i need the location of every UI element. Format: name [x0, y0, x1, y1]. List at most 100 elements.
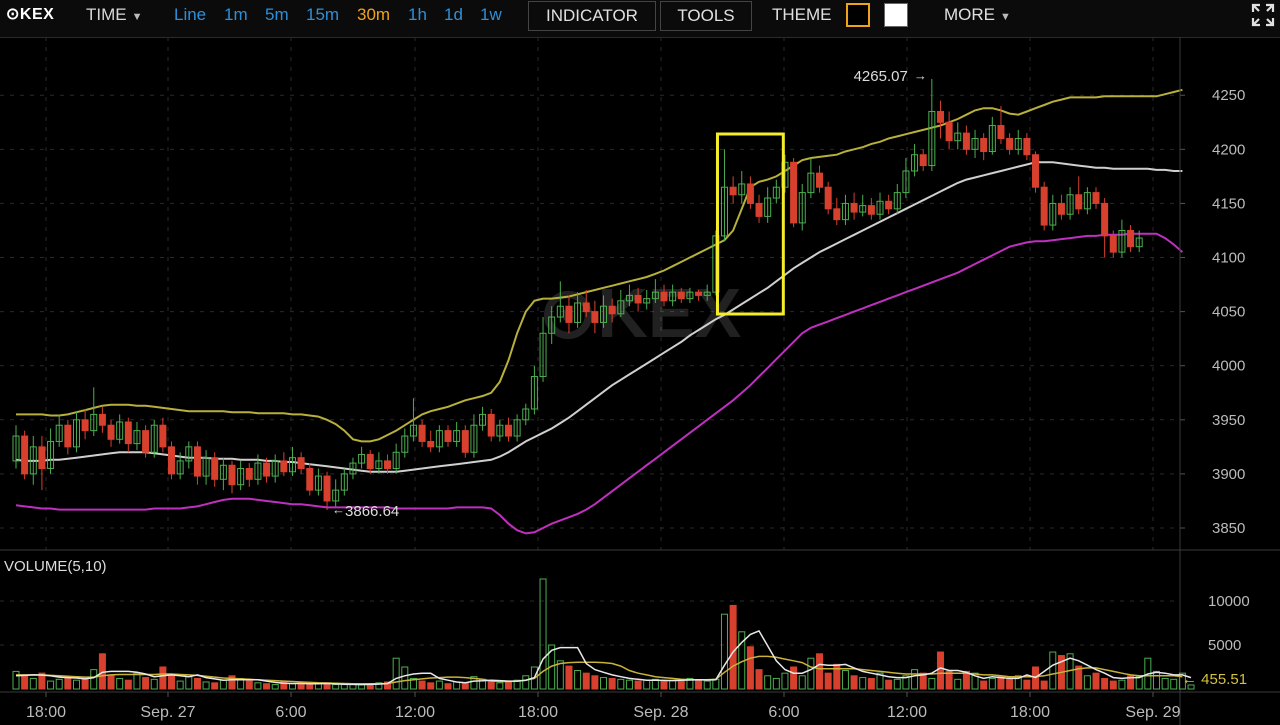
volume-bar: [686, 677, 694, 690]
candle-body: [686, 291, 694, 300]
time-menu[interactable]: TIME ▼: [86, 0, 143, 30]
volume-bar: [470, 676, 478, 690]
volume-bar: [790, 666, 798, 690]
interval-1m[interactable]: 1m: [224, 5, 248, 24]
volume-bar: [228, 675, 236, 690]
candle-body: [764, 197, 772, 217]
fullscreen-icon[interactable]: [1250, 2, 1276, 28]
theme-label: THEME: [772, 5, 832, 24]
interval-5m[interactable]: 5m: [265, 5, 289, 24]
time-tick-label: Sep. 29: [1125, 704, 1180, 721]
interval-30m[interactable]: 30m: [357, 5, 391, 24]
interval-line[interactable]: Line: [174, 5, 207, 24]
candle-body: [1135, 237, 1143, 248]
volume-bar: [1178, 672, 1186, 690]
price-tick-label: 4200: [1212, 141, 1245, 158]
volume-bar: [409, 677, 417, 690]
price-tick-label: 4100: [1212, 250, 1245, 267]
volume-bar: [954, 678, 962, 690]
candle-body: [816, 172, 824, 188]
candle-body: [1083, 192, 1091, 210]
candle-body: [746, 183, 754, 204]
volume-bar: [634, 680, 642, 690]
volume-bar: [168, 674, 176, 690]
candle-body: [306, 467, 314, 491]
volume-bar: [1023, 679, 1031, 690]
volume-bar: [1049, 651, 1057, 690]
price-tick-label: 3950: [1212, 412, 1245, 429]
candle-body: [669, 291, 677, 302]
candle-body: [893, 192, 901, 210]
volume-bar: [764, 675, 772, 690]
kline-chart[interactable]: ⊙KEX 3850 3900 3950 4000 4050 4100 4150 4200 425…: [0, 37, 1280, 725]
volume-bar: [1127, 675, 1135, 690]
candle-body: [349, 462, 357, 475]
volume-bar: [833, 663, 841, 690]
volume-bar: [453, 681, 461, 690]
top-toolbar: ⊙KEX TIME ▼ Line 1m 5m 15m 30m 1h 1d 1w I…: [0, 0, 1280, 38]
candlestick-series: [12, 78, 1143, 510]
candle-body: [504, 424, 512, 437]
candle-body: [280, 460, 288, 473]
volume-bar: [444, 683, 452, 690]
high-price-arrow-icon: →: [914, 68, 927, 83]
time-tick-label: 12:00: [395, 704, 435, 721]
volume-bar: [755, 669, 763, 690]
interval-1d[interactable]: 1d: [444, 5, 463, 24]
volume-bar: [859, 677, 867, 690]
candle-body: [366, 453, 374, 469]
volume-bar: [392, 657, 400, 690]
theme-light-swatch[interactable]: [884, 3, 908, 27]
interval-15m[interactable]: 15m: [306, 5, 340, 24]
interval-1w[interactable]: 1w: [480, 5, 502, 24]
volume-bar: [893, 678, 901, 690]
time-tick-label: 18:00: [26, 704, 66, 721]
candle-body: [824, 186, 832, 210]
candle-body: [487, 413, 495, 437]
candle-body: [185, 446, 193, 462]
theme-dark-swatch[interactable]: [846, 3, 870, 27]
tools-button[interactable]: TOOLS: [660, 1, 752, 31]
more-menu[interactable]: MORE ▼: [944, 0, 1011, 30]
volume-tick-label: 5000: [1208, 637, 1241, 654]
volume-bar: [55, 678, 63, 690]
candle-body: [582, 302, 590, 313]
candle-body: [418, 424, 426, 442]
candle-body: [47, 440, 55, 469]
candle-body: [954, 132, 962, 142]
volume-bar: [1109, 680, 1117, 690]
volume-bar: [919, 672, 927, 690]
volume-bar: [1092, 672, 1100, 690]
volume-bar: [643, 679, 651, 690]
volume-bar: [669, 679, 677, 690]
candle-body: [772, 186, 780, 199]
volume-bar: [90, 669, 98, 690]
candle-body: [539, 332, 547, 378]
time-tick-label: Sep. 28: [633, 704, 688, 721]
volume-bar: [116, 677, 124, 690]
volume-bar: [936, 651, 944, 690]
candle-body: [530, 376, 538, 410]
interval-1h[interactable]: 1h: [408, 5, 427, 24]
volume-bar: [185, 676, 193, 690]
candle-body: [340, 473, 348, 491]
volume-bar: [1170, 678, 1178, 690]
candle-body: [617, 300, 625, 315]
volume-bar: [193, 677, 201, 690]
volume-bar: [401, 666, 409, 690]
volume-bar: [418, 680, 426, 690]
candle-body: [38, 446, 46, 469]
candle-body: [55, 424, 63, 442]
price-tick-label: 3850: [1212, 520, 1245, 537]
time-label: TIME: [86, 5, 127, 24]
volume-bar: [1118, 679, 1126, 690]
volume-bar: [150, 678, 158, 690]
candle-body: [29, 446, 37, 475]
candle-body: [358, 453, 366, 464]
candle-body: [392, 451, 400, 469]
candle-body: [945, 121, 953, 142]
candle-body: [297, 457, 305, 469]
indicator-button[interactable]: INDICATOR: [528, 1, 656, 31]
candle-body: [1127, 229, 1135, 248]
candle-body: [1101, 202, 1109, 237]
